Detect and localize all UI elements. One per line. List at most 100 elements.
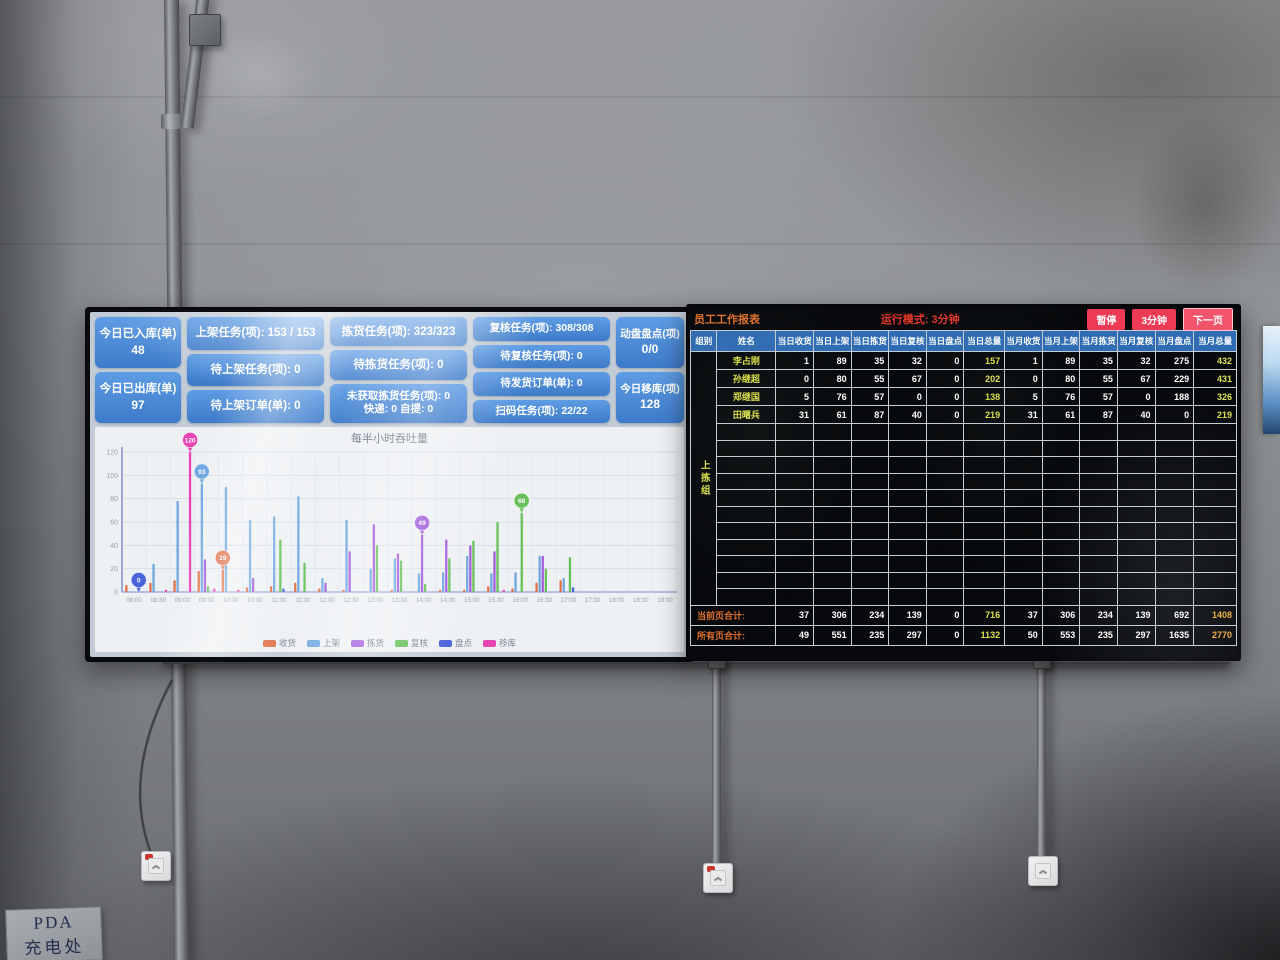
svg-text:09:30: 09:30 <box>199 597 215 604</box>
svg-text:40: 40 <box>110 543 118 550</box>
totals-value: 553 <box>1041 624 1081 646</box>
value-cell: 57 <box>850 387 890 406</box>
legend-label: 上架 <box>322 638 340 648</box>
svg-text:10:00: 10:00 <box>223 597 239 604</box>
empty-row <box>691 538 1237 556</box>
red-label <box>145 854 153 860</box>
value-cell: 219 <box>963 405 1006 424</box>
report-title: 员工工作报表 <box>694 314 760 326</box>
kpi-card-pending-ship-orders: 待发货订单(单): 0 <box>473 372 610 396</box>
totals-value: 2770 <box>1193 624 1237 646</box>
svg-text:15:00: 15:00 <box>464 597 480 604</box>
legend-item: 上架 <box>306 637 340 649</box>
totals-value: 139 <box>1116 604 1156 626</box>
value-cell: 35 <box>850 351 890 370</box>
svg-text:09:00: 09:00 <box>175 597 191 604</box>
kpi-card-inbound-today: 今日已入库(单) 48 <box>95 317 181 368</box>
svg-text:12:30: 12:30 <box>343 597 359 604</box>
value-cell: 61 <box>813 405 852 424</box>
table-row: 上拣组 李占刚 1 89 35 32 0 157 1 89 35 32 275 432 <box>689 351 1237 606</box>
chart-legend: 收货 上架 拣货 复核 盘点 移库 <box>95 637 684 649</box>
svg-text:11:00: 11:00 <box>271 597 287 604</box>
pda-charging-sign: PDA 充电处 <box>5 906 103 960</box>
totals-value: 0 <box>925 604 965 626</box>
legend-label: 盘点 <box>455 638 473 648</box>
kpi-card-pending-putaway-orders: 待上架订单(单): 0 <box>187 390 324 424</box>
legend-swatch <box>350 639 364 647</box>
column-header: 当日总量 <box>963 330 1006 352</box>
value-cell: 35 <box>1079 351 1118 370</box>
totals-value: 1132 <box>963 624 1006 646</box>
employee-name: 李占刚 <box>716 351 777 370</box>
legend-item: 收货 <box>262 637 296 649</box>
totals-value: 37 <box>1004 604 1043 626</box>
totals-row: 当前页合计: 37 306 234 139 0 716 37 306 234 139 692 1408 <box>689 604 1237 626</box>
value-cell: 5 <box>775 387 814 406</box>
kpi-column-inout: 今日已入库(单) 48 今日已出库(单) 97 <box>95 317 181 423</box>
kpi-value: 0/0 <box>641 342 659 357</box>
totals-value: 716 <box>963 604 1006 626</box>
sign-line-1: PDA <box>33 911 74 933</box>
empty-row <box>691 456 1237 474</box>
socket-slots <box>710 870 726 886</box>
left-screen-content: 今日已入库(单) 48 今日已出库(单) 97 上架任务(项): 153 / 1… <box>90 312 689 657</box>
svg-text:93: 93 <box>198 469 206 476</box>
value-cell: 157 <box>963 351 1006 370</box>
column-header: 当月拣货 <box>1079 330 1118 352</box>
totals-value: 297 <box>1116 624 1156 646</box>
table-row: 郑继国 5 76 57 0 0 138 5 76 57 0 188 326 <box>691 387 1237 406</box>
value-cell: 326 <box>1193 387 1237 406</box>
kpi-value: 128 <box>639 397 661 412</box>
svg-text:18:30: 18:30 <box>633 597 649 604</box>
svg-text:18:00: 18:00 <box>609 597 625 604</box>
value-cell: 31 <box>775 405 814 424</box>
legend-swatch <box>439 639 453 647</box>
group-label: 上拣组 <box>689 351 718 606</box>
value-cell: 432 <box>1193 351 1237 370</box>
kpi-card-cycle-count: 动盘盘点(项) 0/0 <box>616 317 684 368</box>
value-cell: 138 <box>963 387 1006 406</box>
value-cell: 87 <box>1079 405 1118 424</box>
totals-value: 50 <box>1004 624 1043 646</box>
interval-button[interactable]: 3分钟 <box>1132 308 1176 330</box>
svg-text:15:30: 15:30 <box>488 597 504 604</box>
kpi-card-relocation-today: 今日移库(项) 128 <box>616 372 684 423</box>
pause-button[interactable]: 暂停 <box>1087 308 1126 330</box>
value-cell: 202 <box>963 369 1006 388</box>
legend-swatch <box>262 639 276 647</box>
kpi-card-area: 今日已入库(单) 48 今日已出库(单) 97 上架任务(项): 153 / 1… <box>95 317 684 424</box>
value-cell: 219 <box>1193 405 1237 424</box>
adjacent-screen-edge <box>1263 326 1280 434</box>
kpi-card-picking-tasks: 拣货任务(项): 323/323 <box>330 317 467 347</box>
empty-row <box>691 588 1237 606</box>
value-cell: 275 <box>1154 351 1195 370</box>
totals-row: 所有页合计: 49 551 235 297 0 1132 50 553 235 297 1635 277… <box>689 624 1237 646</box>
socket-slots <box>1035 863 1051 879</box>
kpi-card-pending-putaway-tasks: 待上架任务(项): 0 <box>187 353 324 387</box>
value-cell: 0 <box>888 387 927 406</box>
value-cell: 0 <box>925 369 965 388</box>
svg-text:08:00: 08:00 <box>126 597 142 604</box>
svg-text:17:30: 17:30 <box>585 597 601 604</box>
legend-label: 拣货 <box>366 638 384 648</box>
chart-title: 每半小时吞吐量 <box>351 433 428 445</box>
throughput-chart: 0 20 40 60 80 100 120 08:00 08:30 09:00 09:30 10:00… <box>106 432 678 604</box>
value-cell: 0 <box>1116 387 1156 406</box>
next-page-button[interactable]: 下一页 <box>1183 307 1233 331</box>
totals-value: 297 <box>888 624 927 646</box>
empty-row <box>691 489 1237 507</box>
legend-swatch <box>483 639 497 647</box>
value-cell: 0 <box>775 369 814 388</box>
kpi-label: 今日已出库(单) <box>99 383 177 396</box>
value-cell: 61 <box>1041 405 1081 424</box>
totals-value: 234 <box>850 604 890 626</box>
svg-text:19:00: 19:00 <box>657 597 673 604</box>
report-header: 员工工作报表 运行模式: 3分钟 暂停 3分钟 下一页 <box>690 307 1237 331</box>
kpi-column-misc: 动盘盘点(项) 0/0 今日移库(项) 128 <box>616 317 684 423</box>
svg-text:12:00: 12:00 <box>319 597 335 604</box>
legend-label: 收货 <box>278 638 296 648</box>
column-header: 当日复核 <box>888 330 927 352</box>
sign-line-2: 充电处 <box>24 936 85 958</box>
totals-value: 306 <box>1041 604 1081 626</box>
svg-text:11:30: 11:30 <box>295 597 311 604</box>
